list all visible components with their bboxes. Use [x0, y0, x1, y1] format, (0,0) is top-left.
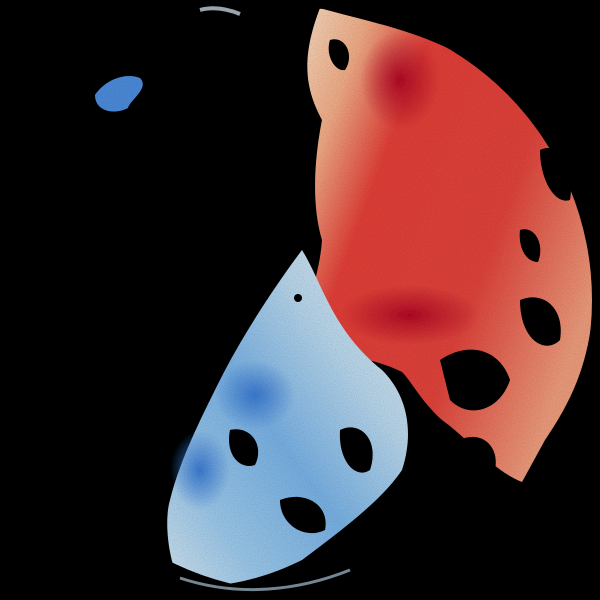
- edge-echo: [179, 568, 351, 592]
- edge-echo: [199, 6, 241, 16]
- isolated-echo: [95, 75, 143, 112]
- strong-echo: [360, 30, 440, 130]
- echo-field: [95, 8, 592, 586]
- no-echo-gaps: [229, 39, 571, 534]
- strong-echo: [215, 360, 295, 430]
- strong-echo: [170, 430, 230, 510]
- strong-echo: [340, 285, 480, 345]
- inbound-region: [167, 250, 408, 586]
- outbound-region: [300, 8, 592, 482]
